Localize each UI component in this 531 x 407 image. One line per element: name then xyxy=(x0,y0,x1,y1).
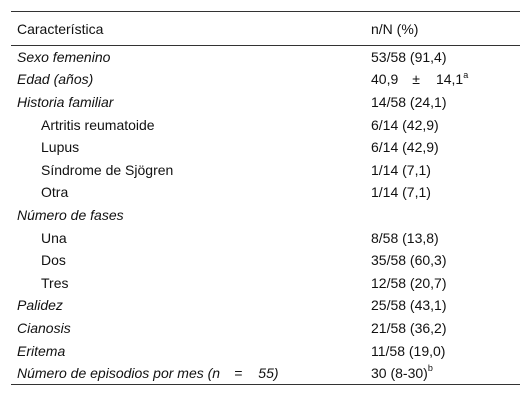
header-characteristic: Característica xyxy=(11,11,371,46)
row-label: Eritema xyxy=(17,342,66,359)
table-row: Dos 35/58 (60,3) xyxy=(11,249,520,272)
row-value: 12/58 (20,7) xyxy=(371,274,447,291)
row-label: Sexo femenino xyxy=(17,49,111,66)
header-n-percent: n/N (%) xyxy=(371,11,520,46)
row-value: 40,9 ±14,1a xyxy=(371,68,520,91)
table-row: Historia familiar 14/58 (24,1) xyxy=(11,91,520,114)
row-label: Tres xyxy=(41,274,69,291)
row-label: Número de episodios por mes (n = 55) xyxy=(11,361,371,385)
row-label: Dos xyxy=(41,252,66,269)
table-row: Tres 12/58 (20,7) xyxy=(11,271,520,294)
row-value: 11/58 (19,0) xyxy=(371,342,446,359)
table-row: Una 8/58 (13,8) xyxy=(11,226,520,249)
row-label: Cianosis xyxy=(17,319,71,336)
row-label: Artritis reumatoide xyxy=(41,116,155,133)
row-value: 21/58 (36,2) xyxy=(371,319,447,336)
age-sd: 14,1 xyxy=(435,71,464,88)
sample-size: 55) xyxy=(258,364,279,381)
row-value: 8/58 (13,8) xyxy=(371,229,439,246)
row-label: Historia familiar xyxy=(17,93,114,110)
age-mean: 40,9 xyxy=(371,71,399,88)
table-row: Palidez 25/58 (43,1) xyxy=(11,294,520,317)
table-row: Otra 1/14 (7,1) xyxy=(11,181,520,204)
row-value: 14/58 (24,1) xyxy=(371,93,447,110)
table-row: Eritema 11/58 (19,0) xyxy=(11,339,520,362)
characteristics-table-container: Característica n/N (%) Sexo femenino 53/… xyxy=(11,11,520,385)
row-label: Síndrome de Sjögren xyxy=(41,161,174,178)
row-label: Edad (años) xyxy=(17,71,94,88)
episodes-label: Número de episodios por mes (n xyxy=(17,364,221,381)
row-value: 1/14 (7,1) xyxy=(371,161,431,178)
row-label: Número de fases xyxy=(17,206,124,223)
table-row: Sexo femenino 53/58 (91,4) xyxy=(11,46,520,69)
row-value: 1/14 (7,1) xyxy=(371,184,431,201)
row-value: 6/14 (42,9) xyxy=(371,139,439,156)
row-value: 35/58 (60,3) xyxy=(371,252,447,269)
table-row: Número de episodios por mes (n = 55) 30 (8… xyxy=(11,361,520,385)
row-value: 30 (8-30)b xyxy=(371,361,520,385)
table-row: Cianosis 21/58 (36,2) xyxy=(11,317,520,340)
row-label: Una xyxy=(41,229,67,246)
table-row: Número de fases xyxy=(11,204,520,227)
characteristics-table: Característica n/N (%) Sexo femenino 53/… xyxy=(11,11,520,385)
row-value: 53/58 (91,4) xyxy=(371,49,447,66)
equals-sign: = xyxy=(234,364,243,381)
row-label: Otra xyxy=(41,184,69,201)
row-value: 6/14 (42,9) xyxy=(371,116,439,133)
footnote-a: a xyxy=(463,69,469,80)
table-header-row: Característica n/N (%) xyxy=(11,11,520,46)
table-row: Edad (años) 40,9 ±14,1a xyxy=(11,68,520,91)
episodes-value: 30 (8-30) xyxy=(371,364,428,381)
table-row: Síndrome de Sjögren 1/14 (7,1) xyxy=(11,158,520,181)
table-row: Artritis reumatoide 6/14 (42,9) xyxy=(11,113,520,136)
row-label: Lupus xyxy=(41,139,80,156)
row-value xyxy=(371,204,520,227)
plus-minus-sign: ± xyxy=(412,71,420,88)
footnote-b: b xyxy=(427,363,433,374)
table-row: Lupus 6/14 (42,9) xyxy=(11,136,520,159)
row-value: 25/58 (43,1) xyxy=(371,297,447,314)
row-label: Palidez xyxy=(17,297,63,314)
